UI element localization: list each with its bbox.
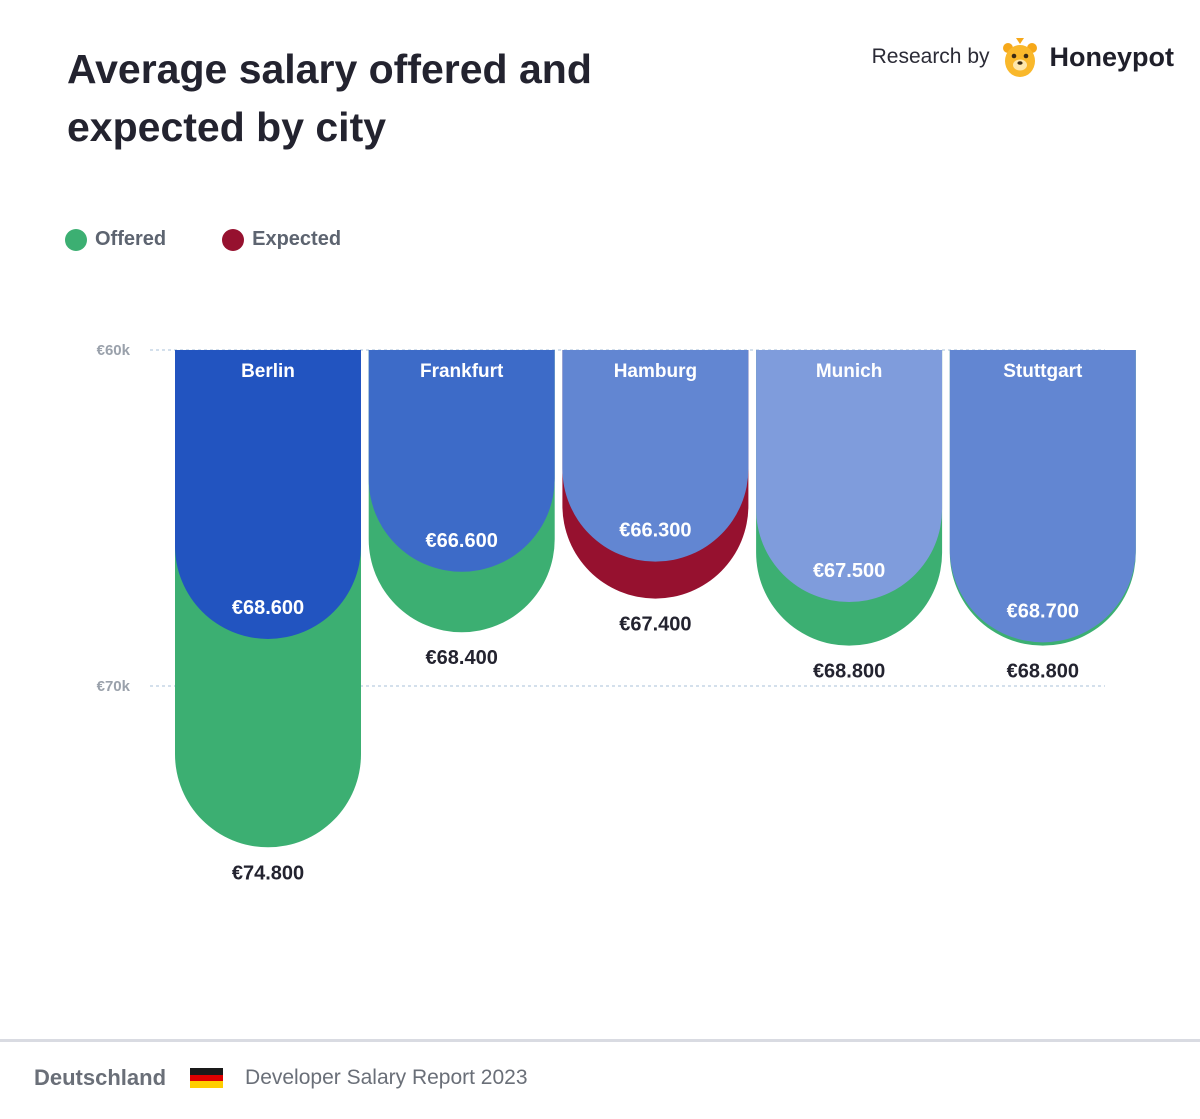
footer-country: Deutschland [34,1065,167,1090]
data-label-city-frankfurt: €66.600 [426,530,498,552]
legend-label-expected: Expected [252,228,342,250]
data-label-offered-stuttgart: €68.800 [1007,661,1079,683]
bar-city-frankfurt [368,350,555,572]
salary-chart: €60k €70k Berlin €68.600 €74.800 Frankfurt €66… [97,342,1136,884]
category-label-berlin: Berlin [241,361,295,382]
footer: Deutschland Developer Salary Report 2023 [34,1062,528,1094]
brand-name: Honeypot [1049,41,1175,72]
bar-city-stuttgart [949,350,1136,643]
chart-title: Average salary offered and expected by c… [67,46,592,150]
category-label-hamburg: Hamburg [614,361,697,382]
legend-item-expected: Expected [222,228,341,251]
bar-city-hamburg [562,350,749,562]
y-tick-label: €60k [97,342,131,359]
legend-label-offered: Offered [95,228,167,250]
brand: Research by Honeypot [872,34,1174,80]
data-label-city-hamburg: €66.300 [619,520,691,542]
footer-report-title: Developer Salary Report 2023 [245,1066,528,1089]
legend-swatch-offered [65,228,87,251]
bar-city-berlin [175,350,361,639]
category-label-frankfurt: Frankfurt [420,361,504,382]
data-label-offered-munich: €68.800 [813,661,885,683]
data-label-city-berlin: €68.600 [232,597,304,619]
data-label-city-munich: €67.500 [813,560,885,582]
data-label-offered-frankfurt: €68.400 [426,647,498,669]
footer-divider [0,1039,1200,1042]
y-tick-label: €70k [97,678,131,695]
honeypot-bear-icon [1002,38,1037,77]
data-label-city-stuttgart: €68.700 [1007,600,1079,622]
bar-city-munich [756,350,943,602]
category-label-stuttgart: Stuttgart [1003,361,1083,382]
data-label-expected-hamburg: €67.400 [619,614,691,636]
brand-prefix: Research by [871,45,990,68]
legend-swatch-expected [222,228,245,251]
category-label-munich: Munich [816,361,883,382]
legend-item-offered: Offered [65,228,166,251]
data-label-offered-berlin: €74.800 [232,862,304,884]
legend: Offered Expected [65,228,341,251]
germany-flag-icon [190,1068,224,1089]
